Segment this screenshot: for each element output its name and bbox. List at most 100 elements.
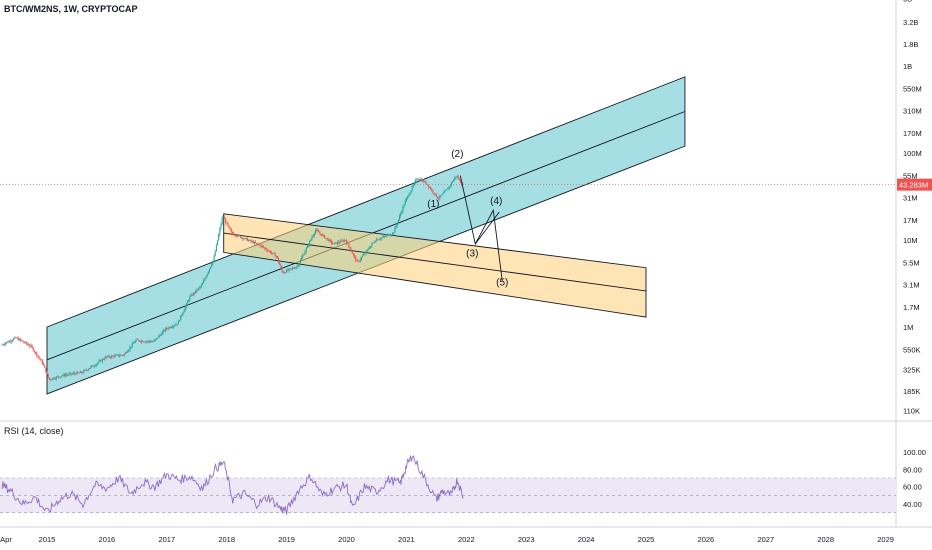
candle-body[interactable] bbox=[432, 189, 434, 193]
candle-body[interactable] bbox=[456, 176, 458, 178]
candle-body[interactable] bbox=[288, 268, 290, 271]
candle-body[interactable] bbox=[397, 219, 399, 224]
candle-body[interactable] bbox=[151, 341, 153, 343]
candle-body[interactable] bbox=[365, 250, 367, 254]
candle-body[interactable] bbox=[218, 234, 220, 241]
candle-body[interactable] bbox=[81, 371, 83, 373]
candle-body[interactable] bbox=[191, 294, 193, 296]
candle-body[interactable] bbox=[75, 373, 77, 375]
candle-body[interactable] bbox=[222, 217, 224, 219]
candle-body[interactable] bbox=[99, 360, 101, 362]
candle-body[interactable] bbox=[422, 180, 424, 182]
candle-body[interactable] bbox=[11, 340, 14, 342]
candle-body[interactable] bbox=[394, 227, 396, 233]
candle-body[interactable] bbox=[245, 238, 247, 239]
candle-body[interactable] bbox=[337, 242, 340, 243]
candle-body[interactable] bbox=[283, 272, 285, 274]
candle-body[interactable] bbox=[457, 176, 459, 180]
candle-body[interactable] bbox=[343, 240, 345, 242]
candle-body[interactable] bbox=[43, 363, 45, 366]
candle-body[interactable] bbox=[385, 236, 387, 237]
candle-body[interactable] bbox=[306, 245, 308, 249]
candle-body[interactable] bbox=[82, 372, 84, 374]
candle-body[interactable] bbox=[418, 179, 420, 180]
candle-body[interactable] bbox=[250, 239, 252, 242]
candle-body[interactable] bbox=[45, 367, 47, 373]
candle-body[interactable] bbox=[116, 354, 118, 356]
candle-body[interactable] bbox=[379, 238, 381, 240]
candle-body[interactable] bbox=[121, 354, 123, 356]
candle-body[interactable] bbox=[107, 355, 109, 357]
candle-body[interactable] bbox=[454, 177, 456, 180]
candle-body[interactable] bbox=[104, 358, 106, 360]
candle-body[interactable] bbox=[205, 276, 207, 279]
candle-body[interactable] bbox=[1, 344, 3, 346]
candle-body[interactable] bbox=[2, 344, 4, 346]
candle-body[interactable] bbox=[102, 359, 105, 360]
candle-body[interactable] bbox=[424, 181, 426, 183]
candle-body[interactable] bbox=[438, 198, 440, 200]
candle-body[interactable] bbox=[310, 239, 312, 241]
candle-body[interactable] bbox=[221, 217, 223, 224]
candle-body[interactable] bbox=[312, 235, 314, 238]
candle-body[interactable] bbox=[230, 229, 232, 232]
candle-body[interactable] bbox=[120, 354, 122, 356]
candle-body[interactable] bbox=[220, 223, 222, 229]
candle-body[interactable] bbox=[271, 252, 273, 254]
candle-body[interactable] bbox=[154, 339, 156, 341]
candle-body[interactable] bbox=[60, 376, 62, 378]
candle-body[interactable] bbox=[100, 360, 102, 362]
candle-body[interactable] bbox=[256, 243, 258, 244]
candle-body[interactable] bbox=[403, 204, 405, 207]
candle-body[interactable] bbox=[199, 286, 201, 288]
candle-body[interactable] bbox=[196, 290, 198, 292]
candle-body[interactable] bbox=[90, 366, 92, 369]
candle-body[interactable] bbox=[351, 251, 353, 254]
candle-body[interactable] bbox=[450, 182, 452, 186]
candle-body[interactable] bbox=[287, 269, 289, 271]
candle-body[interactable] bbox=[449, 185, 451, 187]
candle-body[interactable] bbox=[354, 254, 356, 257]
candle-body[interactable] bbox=[372, 242, 374, 244]
candle-body[interactable] bbox=[407, 196, 409, 199]
candle-body[interactable] bbox=[373, 242, 375, 243]
candle-body[interactable] bbox=[347, 243, 349, 245]
candle-body[interactable] bbox=[76, 372, 78, 375]
candle-body[interactable] bbox=[341, 240, 343, 242]
candle-body[interactable] bbox=[246, 238, 249, 241]
candle-body[interactable] bbox=[289, 268, 291, 270]
candle-body[interactable] bbox=[261, 245, 264, 247]
candle-body[interactable] bbox=[15, 337, 17, 339]
candle-body[interactable] bbox=[93, 365, 95, 367]
candle-body[interactable] bbox=[128, 349, 130, 352]
candle-body[interactable] bbox=[105, 356, 107, 359]
candle-body[interactable] bbox=[36, 352, 38, 356]
candle-body[interactable] bbox=[439, 195, 441, 199]
candle-body[interactable] bbox=[86, 370, 88, 371]
candle-body[interactable] bbox=[137, 339, 139, 341]
candle-body[interactable] bbox=[363, 253, 365, 256]
candle-body[interactable] bbox=[356, 260, 358, 262]
candle-body[interactable] bbox=[388, 234, 390, 236]
candle-body[interactable] bbox=[147, 340, 149, 342]
candle-body[interactable] bbox=[426, 183, 428, 185]
candle-body[interactable] bbox=[324, 235, 326, 239]
candle-body[interactable] bbox=[382, 236, 384, 238]
candle-body[interactable] bbox=[260, 245, 262, 247]
candle-body[interactable] bbox=[124, 352, 126, 355]
candle-body[interactable] bbox=[64, 374, 67, 376]
candle-body[interactable] bbox=[416, 179, 418, 181]
candle-body[interactable] bbox=[33, 350, 35, 352]
candle-body[interactable] bbox=[39, 358, 41, 360]
candle-body[interactable] bbox=[375, 239, 378, 242]
candle-body[interactable] bbox=[284, 272, 287, 274]
candle-body[interactable] bbox=[396, 223, 398, 226]
candle-body[interactable] bbox=[47, 373, 49, 378]
candle-body[interactable] bbox=[336, 242, 338, 244]
candle-body[interactable] bbox=[180, 315, 182, 321]
candle-body[interactable] bbox=[109, 357, 111, 358]
candle-body[interactable] bbox=[263, 246, 265, 248]
candle-body[interactable] bbox=[448, 186, 450, 190]
candle-body[interactable] bbox=[7, 341, 9, 343]
candle-body[interactable] bbox=[387, 234, 389, 236]
